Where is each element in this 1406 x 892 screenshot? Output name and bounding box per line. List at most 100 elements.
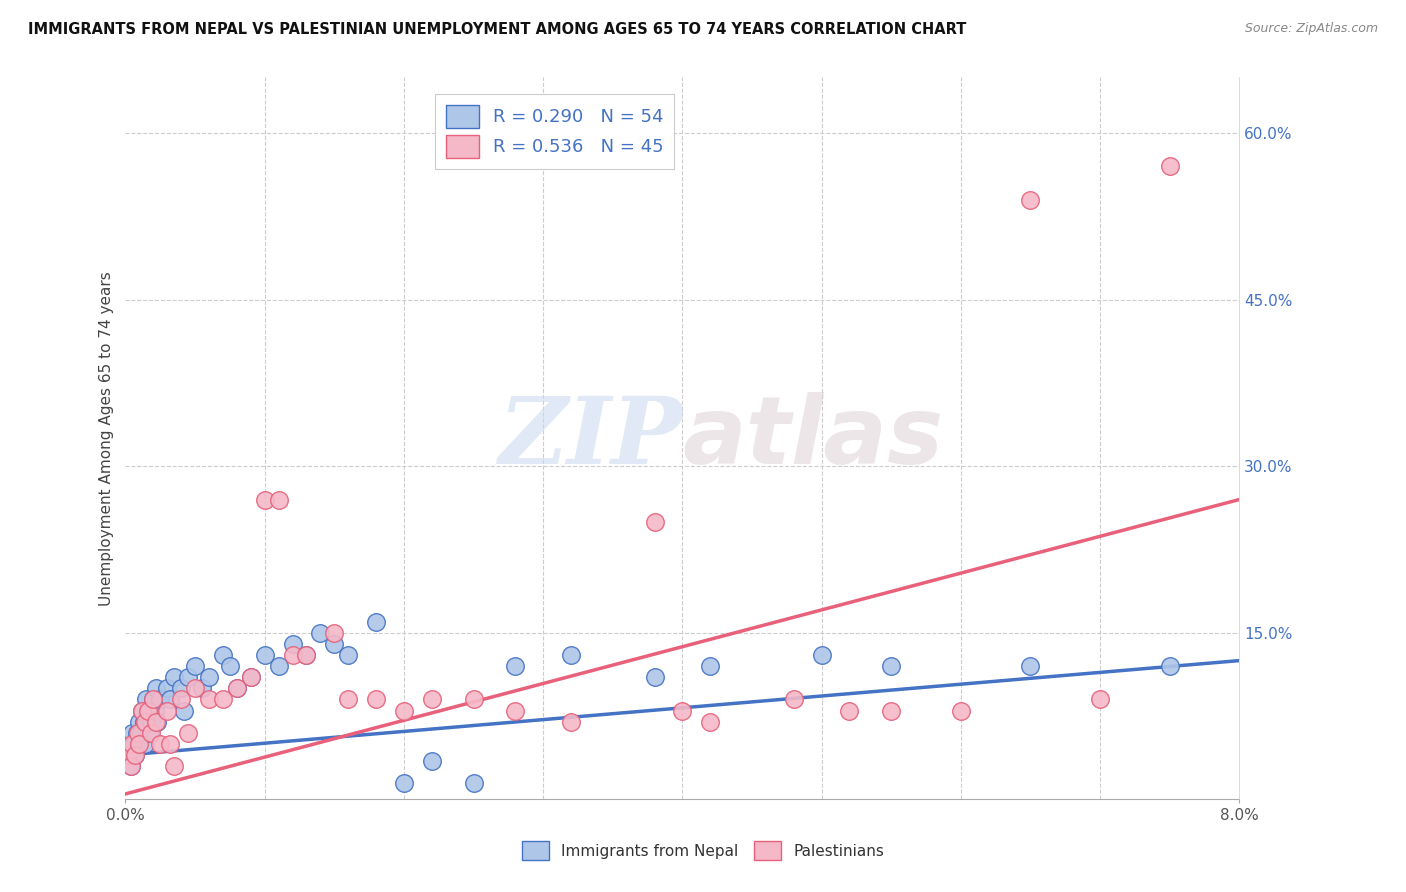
Point <box>309 625 332 640</box>
Point <box>124 747 146 762</box>
Point <box>145 714 167 729</box>
Point <box>1019 659 1042 673</box>
Point <box>163 759 186 773</box>
Point <box>170 692 193 706</box>
Point <box>135 692 157 706</box>
Point <box>127 726 149 740</box>
Point <box>295 648 318 662</box>
Point <box>117 747 139 762</box>
Point <box>253 492 276 507</box>
Point <box>1159 159 1181 173</box>
Point <box>177 670 200 684</box>
Point <box>191 681 214 696</box>
Point <box>337 692 360 706</box>
Point <box>125 726 148 740</box>
Point <box>267 659 290 673</box>
Point <box>173 704 195 718</box>
Point <box>136 704 159 718</box>
Point <box>131 704 153 718</box>
Point <box>212 692 235 706</box>
Legend: Immigrants from Nepal, Palestinians: Immigrants from Nepal, Palestinians <box>516 835 890 866</box>
Point <box>184 681 207 696</box>
Point <box>1019 193 1042 207</box>
Point <box>120 759 142 773</box>
Point <box>880 704 903 718</box>
Point <box>392 776 415 790</box>
Point <box>138 726 160 740</box>
Point <box>163 670 186 684</box>
Point <box>117 747 139 762</box>
Point <box>1159 659 1181 673</box>
Point <box>392 704 415 718</box>
Point <box>134 714 156 729</box>
Point <box>124 747 146 762</box>
Point <box>463 692 485 706</box>
Point <box>420 754 443 768</box>
Point <box>156 704 179 718</box>
Point <box>644 515 666 529</box>
Point <box>239 670 262 684</box>
Point <box>127 737 149 751</box>
Y-axis label: Unemployment Among Ages 65 to 74 years: Unemployment Among Ages 65 to 74 years <box>100 271 114 606</box>
Legend: R = 0.290   N = 54, R = 0.536   N = 45: R = 0.290 N = 54, R = 0.536 N = 45 <box>436 94 675 169</box>
Text: ZIP: ZIP <box>498 393 682 483</box>
Point <box>122 737 145 751</box>
Point <box>880 659 903 673</box>
Point <box>128 714 150 729</box>
Point <box>184 659 207 673</box>
Point <box>134 737 156 751</box>
Text: Source: ZipAtlas.com: Source: ZipAtlas.com <box>1244 22 1378 36</box>
Point <box>253 648 276 662</box>
Point <box>838 704 860 718</box>
Point <box>145 681 167 696</box>
Point <box>671 704 693 718</box>
Point <box>323 625 346 640</box>
Point <box>121 726 143 740</box>
Point <box>783 692 806 706</box>
Point <box>149 737 172 751</box>
Point <box>121 737 143 751</box>
Point <box>644 670 666 684</box>
Text: IMMIGRANTS FROM NEPAL VS PALESTINIAN UNEMPLOYMENT AMONG AGES 65 TO 74 YEARS CORR: IMMIGRANTS FROM NEPAL VS PALESTINIAN UNE… <box>28 22 966 37</box>
Point <box>225 681 247 696</box>
Point <box>699 714 721 729</box>
Point <box>364 615 387 629</box>
Point <box>149 692 172 706</box>
Point <box>281 648 304 662</box>
Point <box>120 759 142 773</box>
Point <box>170 681 193 696</box>
Point <box>1088 692 1111 706</box>
Point <box>159 737 181 751</box>
Point <box>323 637 346 651</box>
Point <box>156 681 179 696</box>
Point <box>560 648 582 662</box>
Point <box>198 692 221 706</box>
Point <box>420 692 443 706</box>
Point <box>810 648 832 662</box>
Point <box>239 670 262 684</box>
Point <box>159 692 181 706</box>
Point <box>503 704 526 718</box>
Point <box>198 670 221 684</box>
Point <box>139 726 162 740</box>
Point <box>949 704 972 718</box>
Point <box>146 714 169 729</box>
Point <box>139 714 162 729</box>
Point <box>212 648 235 662</box>
Point <box>136 704 159 718</box>
Point <box>128 737 150 751</box>
Point <box>295 648 318 662</box>
Point <box>225 681 247 696</box>
Point <box>131 704 153 718</box>
Point <box>132 714 155 729</box>
Point <box>177 726 200 740</box>
Point <box>219 659 242 673</box>
Point <box>337 648 360 662</box>
Point <box>142 692 165 706</box>
Point <box>129 726 152 740</box>
Point <box>364 692 387 706</box>
Text: atlas: atlas <box>682 392 943 484</box>
Point <box>267 492 290 507</box>
Point <box>281 637 304 651</box>
Point <box>560 714 582 729</box>
